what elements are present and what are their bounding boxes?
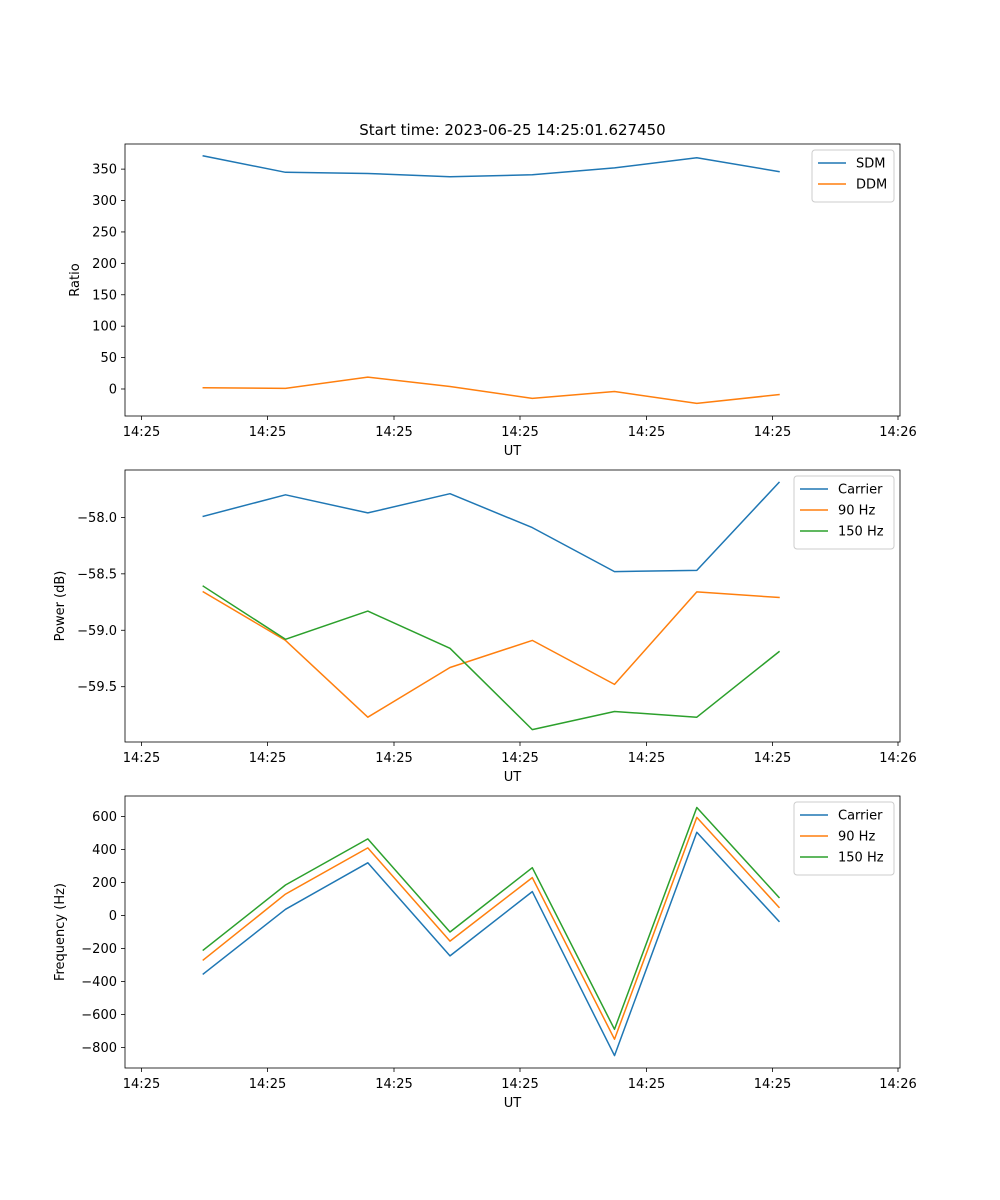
legend-label: 90 Hz [838,830,875,845]
chart-panel-1: Start time: 2023-06-25 14:25:01.627450 14… [68,121,917,459]
x-tick-label: 14:25 [249,425,286,440]
x-axis-label: UT [504,770,522,785]
series-line-carrier [202,831,781,1057]
legend-label: 150 Hz [838,851,884,866]
x-tick-label: 14:25 [501,1077,538,1092]
legend-label: SDM [856,157,885,172]
x-tick-label: 14:25 [628,751,665,766]
y-tick-label: −58.5 [77,567,117,582]
x-tick-label: 14:25 [375,425,412,440]
x-tick-label: 14:25 [754,1077,791,1092]
x-tick-label: 14:25 [375,1077,412,1092]
y-tick-label: 300 [92,194,117,209]
chart-title: Start time: 2023-06-25 14:25:01.627450 [359,121,665,139]
y-tick-label: 0 [109,909,117,924]
y-tick-label: −59.0 [77,624,117,639]
x-tick-label: 14:25 [249,1077,286,1092]
y-tick-label: 200 [92,876,117,891]
y-tick-label: −59.5 [77,680,117,695]
x-tick-label: 14:25 [754,751,791,766]
plot-frame [124,795,901,1069]
x-tick-label: 14:26 [879,751,916,766]
legend-label: 90 Hz [838,504,875,519]
y-tick-label: 100 [92,320,117,335]
legend: Carrier 90 Hz 150 Hz [793,801,895,876]
y-axis-label: Power (dB) [53,571,68,642]
y-tick-label: −58.0 [77,511,117,526]
legend: SDM DDM [811,149,895,203]
x-tick-label: 14:25 [375,751,412,766]
x-tick-label: 14:25 [501,425,538,440]
x-tick-label: 14:25 [628,1077,665,1092]
x-tick-label: 14:25 [123,425,160,440]
y-axis-label: Ratio [68,263,83,296]
x-tick-label: 14:26 [879,425,916,440]
series-line-90-hz [202,590,780,718]
legend-label: Carrier [838,483,883,498]
legend-label: Carrier [838,809,883,824]
series-line-90-hz [202,816,781,1040]
x-tick-label: 14:25 [123,751,160,766]
y-axis-label: Frequency (Hz) [53,883,68,981]
plot-frame [124,469,901,743]
chart-panel-3: 14:25 14:25 14:25 14:25 14:25 14:25 14:26 −800 −… [53,795,917,1111]
x-tick-label: 14:25 [501,751,538,766]
y-tick-label: −200 [81,942,117,957]
y-tick-label: −400 [81,975,117,990]
y-tick-label: −800 [81,1041,117,1056]
series-line-carrier [202,481,781,573]
series-line-sdm [202,155,780,178]
series-line-150-hz [202,585,781,731]
y-tick-label: 400 [92,843,117,858]
plot-frame [124,143,901,417]
x-tick-label: 14:26 [879,1077,916,1092]
series-line-150-hz [202,806,781,1031]
legend-label: DDM [856,178,887,193]
y-tick-label: 150 [92,288,117,303]
y-tick-label: 200 [92,257,117,272]
series-line-ddm [202,376,780,405]
x-tick-label: 14:25 [628,425,665,440]
x-tick-label: 14:25 [249,751,286,766]
x-axis-label: UT [504,444,522,459]
y-tick-label: 250 [92,225,117,240]
y-tick-label: −600 [81,1008,117,1023]
legend: Carrier 90 Hz 150 Hz [793,475,895,550]
x-axis-label: UT [504,1096,522,1111]
legend-label: 150 Hz [838,525,884,540]
x-tick-label: 14:25 [754,425,791,440]
y-tick-label: 0 [109,382,117,397]
y-tick-label: 50 [100,351,117,366]
chart-panel-2: 14:25 14:25 14:25 14:25 14:25 14:25 14:26 −59.5… [53,469,917,785]
y-tick-label: 350 [92,163,117,178]
x-tick-label: 14:25 [123,1077,160,1092]
y-tick-label: 600 [92,810,117,825]
